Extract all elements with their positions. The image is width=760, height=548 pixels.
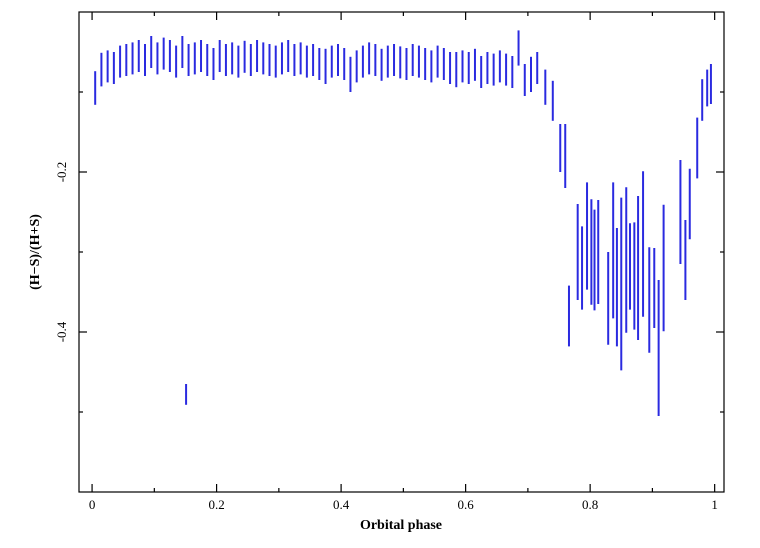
x-axis-title: Orbital phase bbox=[360, 518, 442, 533]
x-tick-label: 0.2 bbox=[208, 497, 224, 512]
x-tick-label: 0.4 bbox=[333, 497, 350, 512]
x-tick-label: 1 bbox=[711, 497, 718, 512]
x-tick-label: 0.6 bbox=[458, 497, 475, 512]
x-tick-label: 0 bbox=[89, 497, 96, 512]
y-tick-label: -0.4 bbox=[54, 321, 69, 342]
y-tick-label: -0.2 bbox=[54, 162, 69, 183]
x-tick-label: 0.8 bbox=[582, 497, 598, 512]
y-axis-title: (H−S)/(H+S) bbox=[28, 214, 43, 290]
